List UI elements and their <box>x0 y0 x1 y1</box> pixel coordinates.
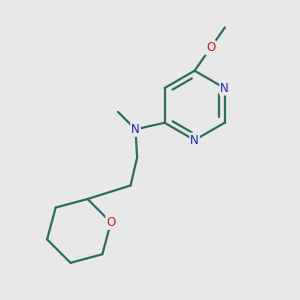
Text: O: O <box>206 41 215 54</box>
Text: O: O <box>106 216 116 229</box>
Text: N: N <box>220 82 229 94</box>
Text: N: N <box>190 134 199 147</box>
Text: N: N <box>131 123 140 136</box>
